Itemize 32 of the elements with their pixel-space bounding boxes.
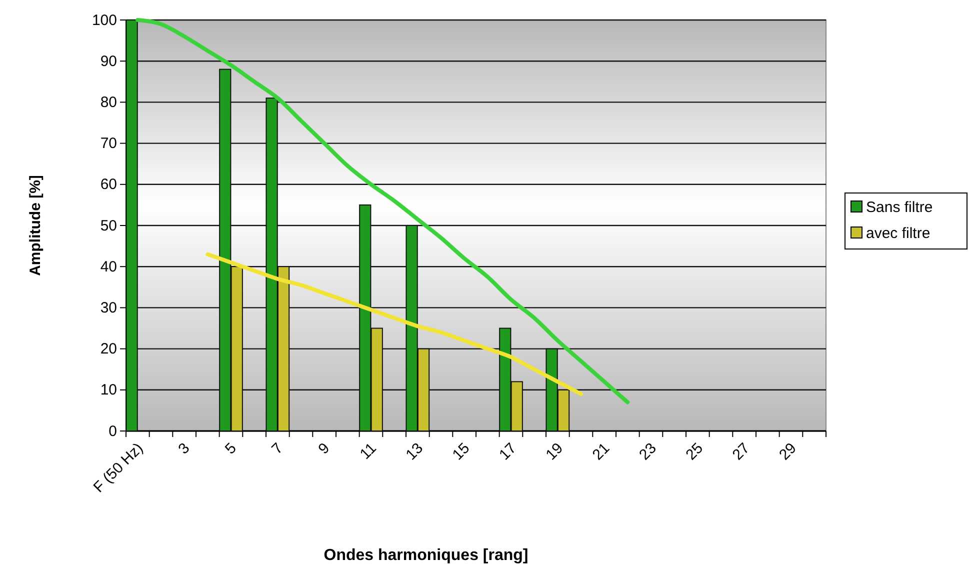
y-tick-label: 0 — [108, 422, 117, 440]
y-tick-label: 20 — [100, 340, 117, 358]
y-tick-label: 70 — [100, 135, 117, 152]
text: Sans filtre — [866, 199, 933, 216]
y-tick-label: 10 — [100, 382, 117, 399]
x-tick-label: 19 — [542, 440, 566, 464]
y-tick-label: 50 — [100, 217, 117, 234]
line-series — [206, 252, 583, 396]
legend-label: avec filtre — [866, 225, 930, 242]
x-tick-label: 25 — [682, 440, 706, 464]
y-tick-label: 60 — [100, 176, 117, 194]
x-tick-label: F (50 Hz) — [90, 440, 146, 496]
y-axis-title: Amplitude [%] — [27, 175, 44, 276]
x-tick-label: 7 — [268, 440, 286, 458]
y-tick-label: 90 — [100, 52, 117, 70]
y-tick-label: 100 — [92, 12, 117, 29]
x-tick-label: 15 — [449, 440, 474, 464]
x-tick-label: 17 — [496, 440, 520, 464]
x-axis-title: Ondes harmoniques [rang] — [324, 547, 528, 564]
line-series — [136, 18, 630, 404]
x-tick-label: 9 — [315, 440, 334, 458]
x-tick-label: 21 — [589, 440, 614, 464]
x-tick-label: 29 — [776, 440, 800, 464]
y-tick-label: 80 — [100, 94, 117, 111]
y-tick-label: 30 — [100, 300, 117, 316]
y-tick-label: 40 — [100, 258, 117, 276]
x-tick-label: 23 — [636, 440, 660, 464]
x-tick-label: 5 — [222, 440, 240, 458]
x-tick-label: 13 — [402, 440, 426, 464]
x-tick-label: 11 — [356, 440, 380, 463]
x-tick-label: 27 — [729, 440, 754, 464]
x-tick-label: 3 — [175, 440, 194, 458]
